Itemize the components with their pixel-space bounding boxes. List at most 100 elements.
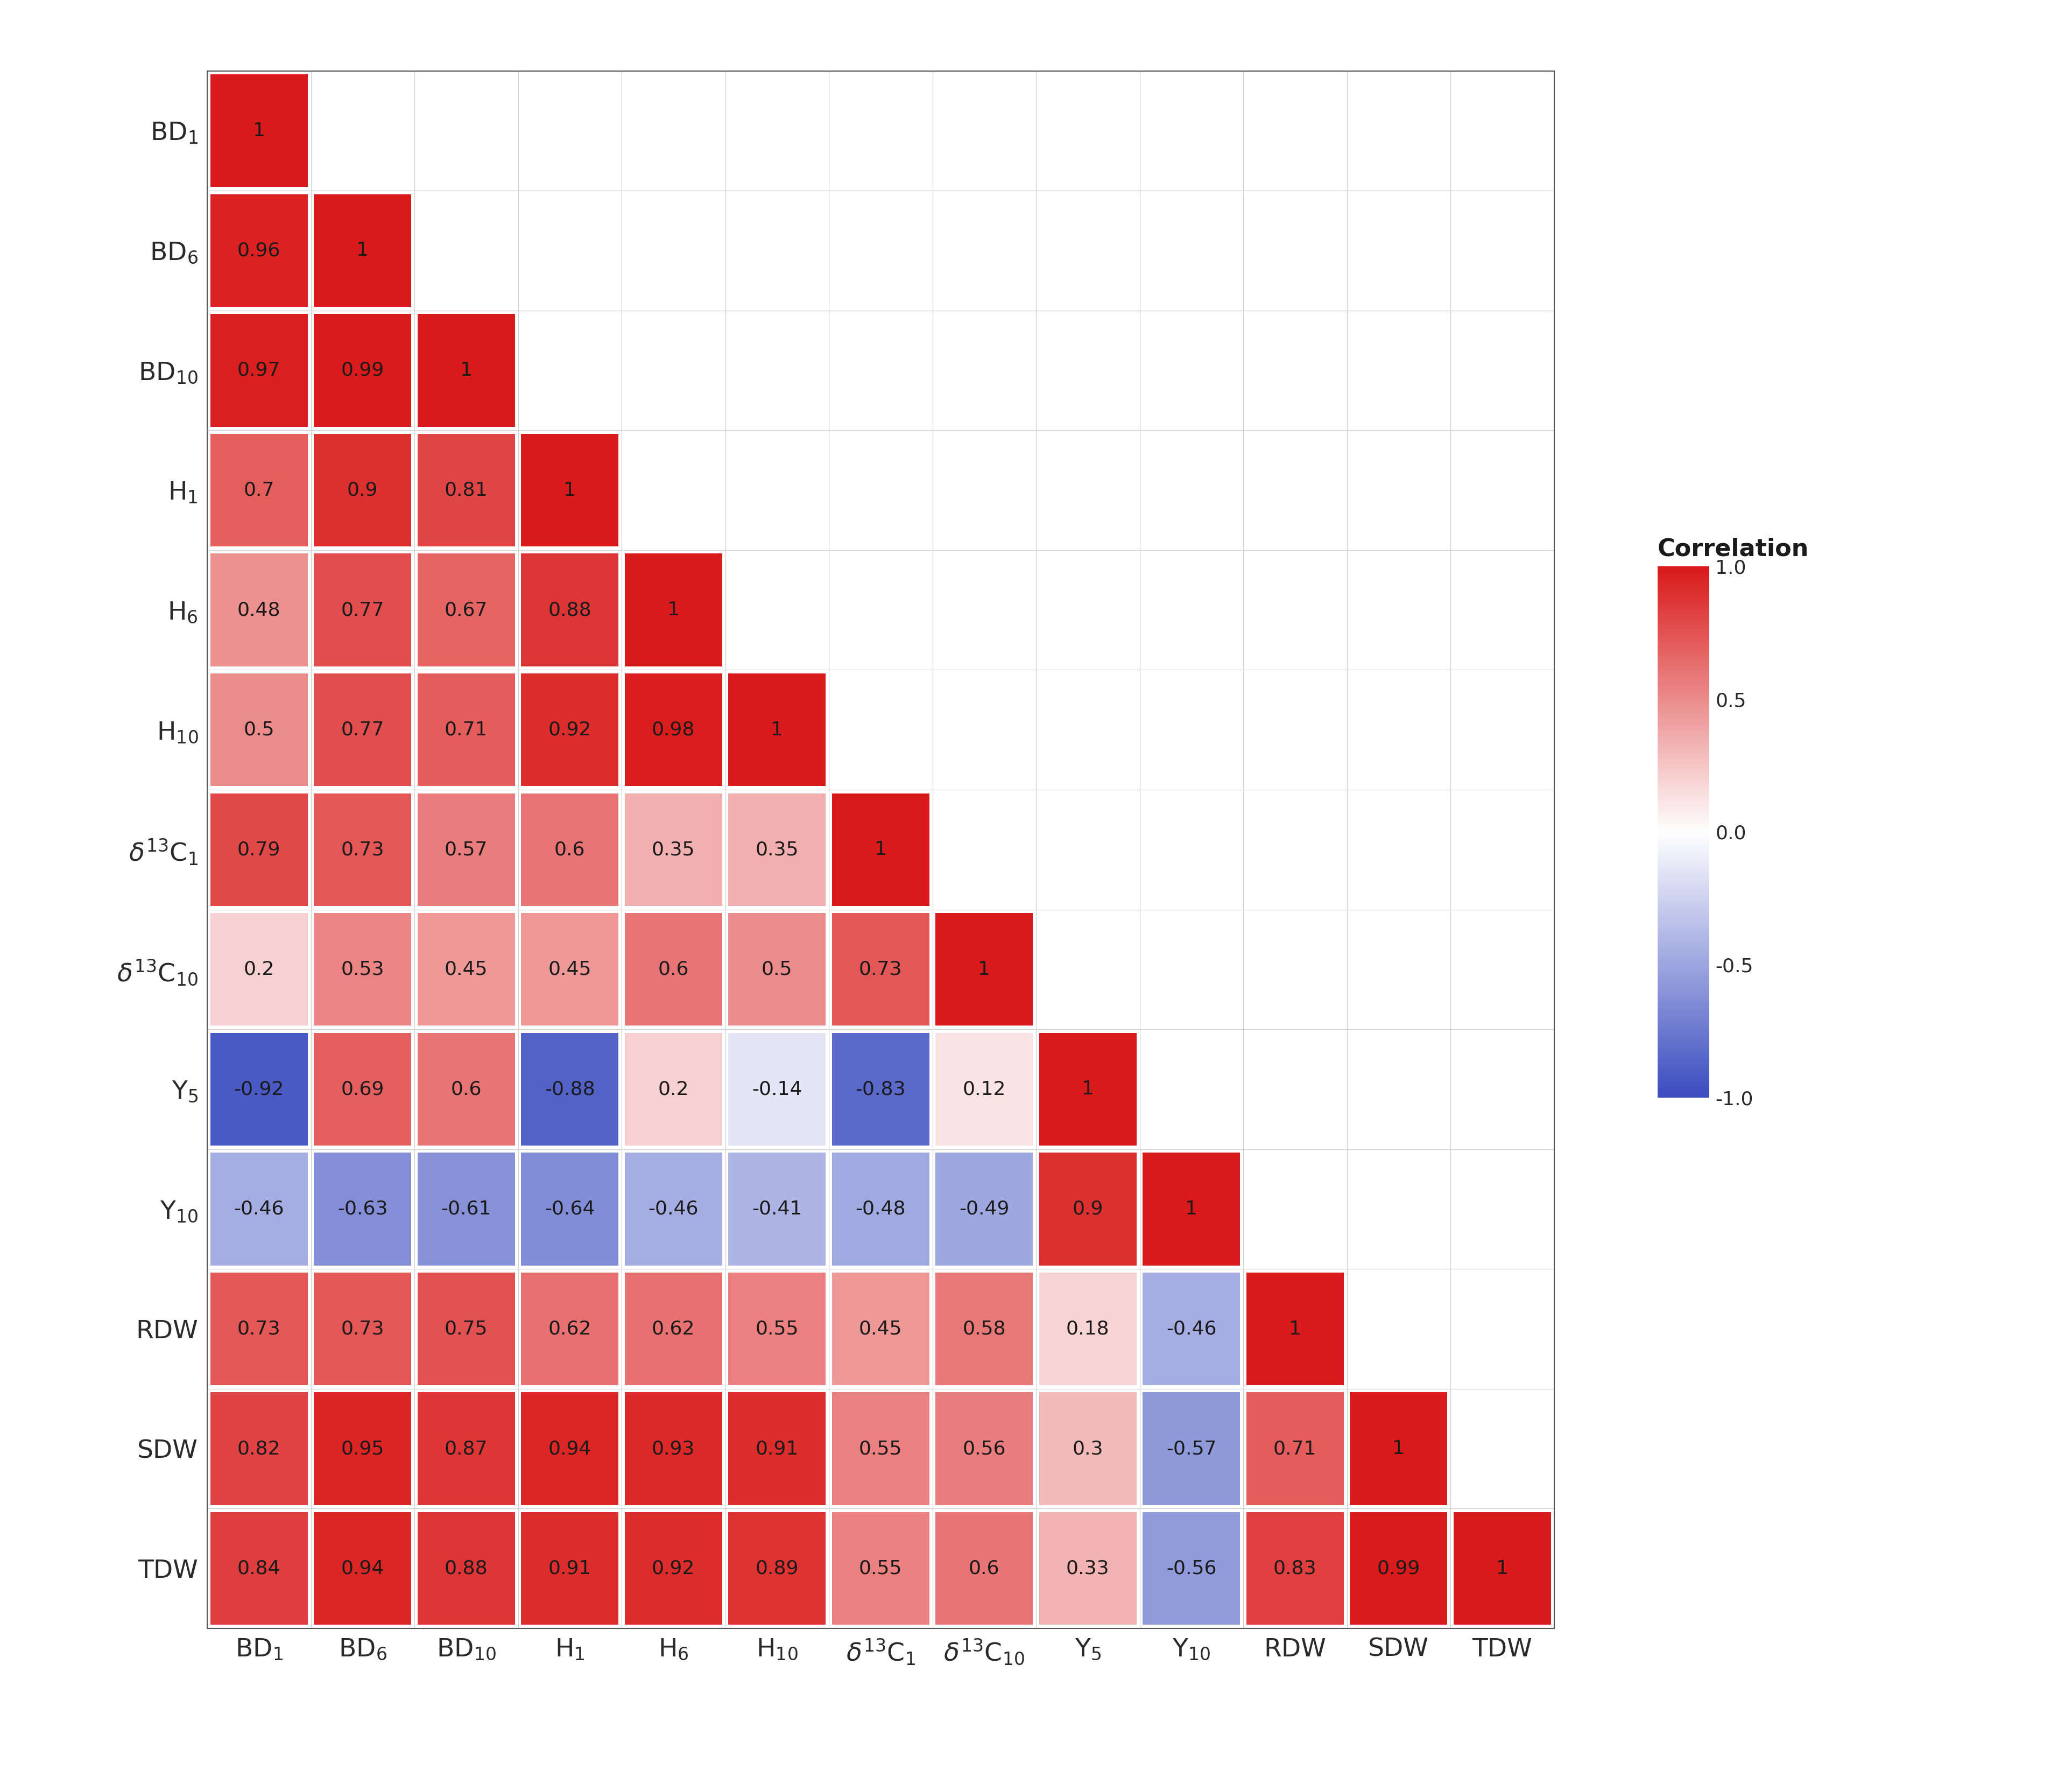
Bar <box>416 1393 514 1504</box>
Text: 0.45: 0.45 <box>860 1320 901 1338</box>
Text: 0.62: 0.62 <box>549 1320 591 1338</box>
Text: -0.14: -0.14 <box>752 1080 802 1099</box>
Bar <box>211 434 307 547</box>
Bar <box>833 1273 928 1386</box>
Text: 0.53: 0.53 <box>342 961 383 979</box>
Text: 0.99: 0.99 <box>342 361 383 379</box>
Bar <box>937 1393 1034 1504</box>
Text: 1: 1 <box>1185 1200 1198 1218</box>
Bar <box>416 434 514 547</box>
Bar <box>315 1152 410 1266</box>
Text: -0.64: -0.64 <box>545 1200 595 1218</box>
Text: 1: 1 <box>564 481 576 499</box>
Text: -0.41: -0.41 <box>752 1200 802 1218</box>
Bar <box>315 1512 410 1625</box>
Text: 0.92: 0.92 <box>653 1559 694 1577</box>
Text: 0.73: 0.73 <box>860 961 901 979</box>
Text: 0.55: 0.55 <box>860 1439 901 1458</box>
Bar <box>937 1273 1034 1386</box>
Text: 0.93: 0.93 <box>653 1439 694 1458</box>
Bar <box>626 1393 723 1504</box>
Bar <box>626 1034 723 1145</box>
Bar <box>1245 1273 1343 1386</box>
Bar <box>626 1152 723 1266</box>
Bar <box>211 74 307 188</box>
Bar <box>522 793 617 906</box>
Bar <box>1351 1393 1446 1504</box>
Bar <box>937 1512 1034 1625</box>
Text: -0.57: -0.57 <box>1167 1439 1216 1458</box>
Bar <box>211 195 307 306</box>
Bar <box>626 913 723 1027</box>
Bar <box>522 673 617 786</box>
Text: 0.87: 0.87 <box>445 1439 487 1458</box>
Text: -0.46: -0.46 <box>234 1200 284 1218</box>
Text: -0.83: -0.83 <box>856 1080 905 1099</box>
Bar <box>729 913 825 1027</box>
Text: 1: 1 <box>978 961 990 979</box>
Text: 0.62: 0.62 <box>653 1320 694 1338</box>
Text: 0.35: 0.35 <box>756 841 798 858</box>
Text: 0.82: 0.82 <box>238 1439 280 1458</box>
Bar <box>729 1512 825 1625</box>
Bar <box>522 1152 617 1266</box>
Text: 0.6: 0.6 <box>970 1559 999 1577</box>
Text: 0.81: 0.81 <box>445 481 487 499</box>
Text: 0.73: 0.73 <box>238 1320 280 1338</box>
Text: 1: 1 <box>1392 1439 1405 1458</box>
Text: 0.5: 0.5 <box>244 720 274 738</box>
Text: 0.97: 0.97 <box>238 361 280 379</box>
Text: 0.33: 0.33 <box>1067 1559 1109 1577</box>
Text: 0.96: 0.96 <box>238 241 280 260</box>
Bar <box>211 1152 307 1266</box>
Text: -0.46: -0.46 <box>1167 1320 1216 1338</box>
Text: 1: 1 <box>460 361 472 379</box>
Text: -0.88: -0.88 <box>545 1080 595 1099</box>
Bar <box>1038 1152 1135 1266</box>
Bar <box>937 1152 1034 1266</box>
Bar <box>626 793 723 906</box>
Bar <box>522 434 617 547</box>
Text: 0.88: 0.88 <box>445 1559 487 1577</box>
Text: 0.57: 0.57 <box>445 841 487 858</box>
Bar <box>522 913 617 1027</box>
Bar <box>315 793 410 906</box>
Bar <box>416 913 514 1027</box>
Text: 0.77: 0.77 <box>342 720 383 738</box>
Text: 0.95: 0.95 <box>342 1439 383 1458</box>
Bar <box>211 1273 307 1386</box>
Bar <box>729 793 825 906</box>
Bar <box>937 1034 1034 1145</box>
Text: 0.77: 0.77 <box>342 600 383 620</box>
Bar <box>1455 1512 1550 1625</box>
Text: 0.71: 0.71 <box>1274 1439 1316 1458</box>
Bar <box>416 1512 514 1625</box>
Text: 0.73: 0.73 <box>342 841 383 858</box>
Bar <box>315 554 410 666</box>
Bar <box>1142 1152 1239 1266</box>
Text: 1: 1 <box>667 600 680 620</box>
Text: 0.89: 0.89 <box>756 1559 798 1577</box>
Text: 0.6: 0.6 <box>659 961 688 979</box>
Bar <box>315 673 410 786</box>
Bar <box>833 1034 928 1145</box>
Text: 0.75: 0.75 <box>445 1320 487 1338</box>
Text: 0.9: 0.9 <box>348 481 377 499</box>
Text: 1: 1 <box>1082 1080 1094 1099</box>
Text: 0.92: 0.92 <box>549 720 591 738</box>
Bar <box>522 554 617 666</box>
Text: 0.35: 0.35 <box>653 841 694 858</box>
Text: -0.61: -0.61 <box>441 1200 491 1218</box>
Text: -0.48: -0.48 <box>856 1200 905 1218</box>
Text: 0.73: 0.73 <box>342 1320 383 1338</box>
Bar <box>1142 1393 1239 1504</box>
Text: 0.94: 0.94 <box>342 1559 383 1577</box>
Text: 1: 1 <box>874 841 887 858</box>
Bar <box>626 673 723 786</box>
Text: 0.98: 0.98 <box>653 720 694 738</box>
Text: 1: 1 <box>771 720 783 738</box>
Text: 0.48: 0.48 <box>238 600 280 620</box>
Text: 0.5: 0.5 <box>762 961 792 979</box>
Bar <box>1038 1273 1135 1386</box>
Bar <box>416 1034 514 1145</box>
